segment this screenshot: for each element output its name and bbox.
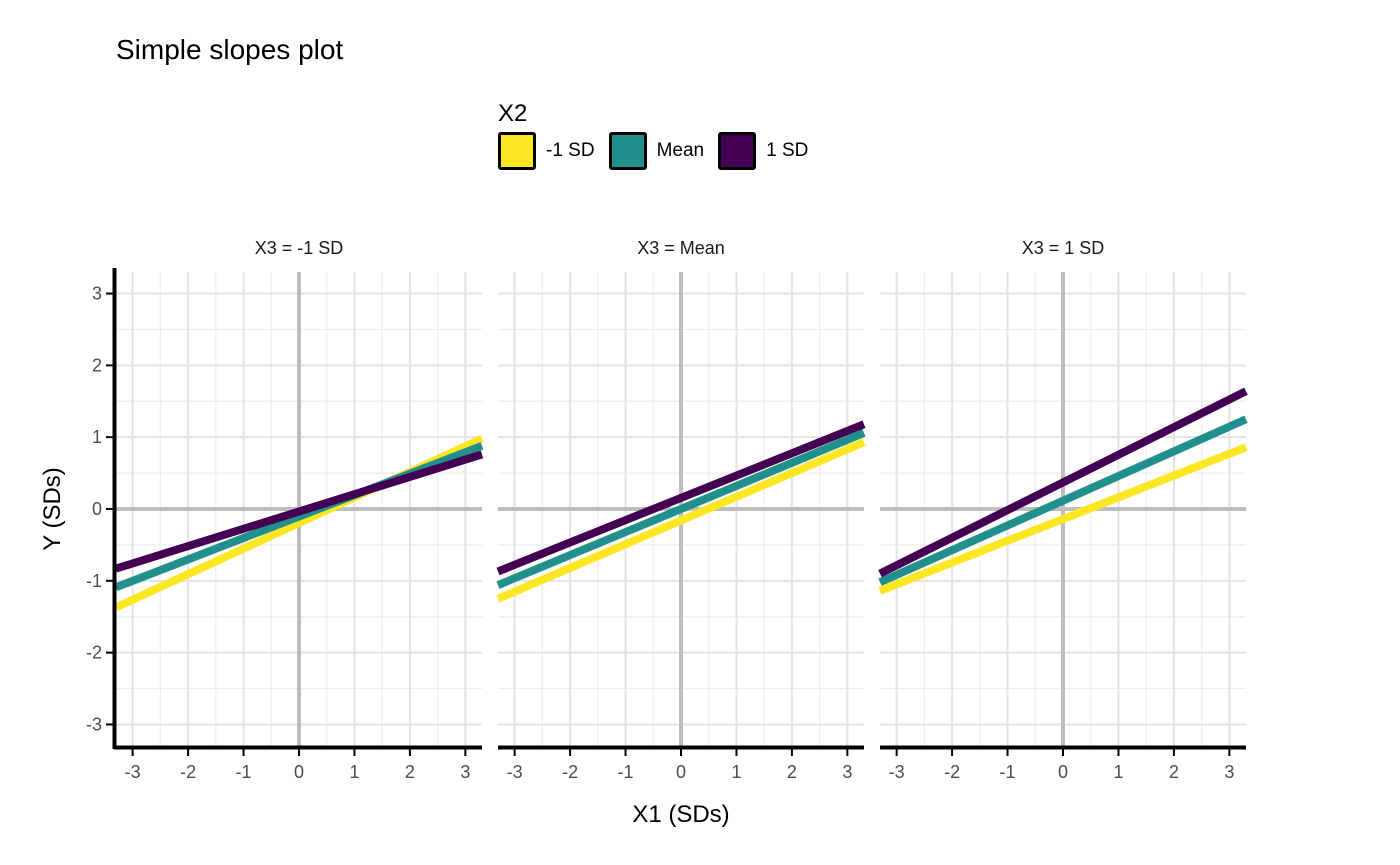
legend-title: X2 (498, 100, 528, 127)
x-tick-label: 3 (1224, 762, 1234, 782)
panel-strip-label: X3 = 1 SD (1022, 238, 1105, 258)
x-tick-label: 1 (1113, 762, 1123, 782)
x-tick-label: -3 (125, 762, 141, 782)
x-tick-label: 1 (349, 762, 359, 782)
x-tick-label: 2 (405, 762, 415, 782)
legend-label: Mean (656, 140, 705, 161)
y-tick-label: 0 (92, 499, 102, 519)
x-tick-label: 3 (460, 762, 470, 782)
x-axis-title: X1 (SDs) (632, 801, 729, 828)
x-tick-label: -2 (180, 762, 196, 782)
x-tick-label: 2 (787, 762, 797, 782)
legend-key-1-sd (718, 132, 757, 170)
y-tick-label: -1 (86, 571, 102, 591)
y-tick-label: 3 (92, 284, 102, 304)
legend-label: -1 SD (546, 140, 595, 161)
legend-key-minus-1-sd (498, 132, 536, 170)
legend-key-mean (608, 132, 647, 170)
series-line-1-sd (114, 450, 484, 573)
series-line-mean (878, 415, 1248, 586)
y-tick-label: -2 (86, 643, 102, 663)
x-tick-label: 0 (294, 762, 304, 782)
y-tick-label: -3 (86, 714, 102, 734)
x-tick-label: 0 (1058, 762, 1068, 782)
y-tick-label: 1 (92, 427, 102, 447)
series-line-1-sd (878, 387, 1248, 578)
series-line-mean (496, 429, 866, 589)
legend: X2 -1 SD Mean 1 SD (498, 100, 822, 170)
x-tick-label: 3 (842, 762, 852, 782)
x-tick-label: -3 (889, 762, 905, 782)
x-tick-label: 0 (676, 762, 686, 782)
x-tick-label: -1 (618, 762, 634, 782)
legend-item-mean: Mean (608, 132, 705, 170)
series-line-1-sd (496, 420, 866, 576)
legend-items: -1 SD Mean 1 SD (498, 132, 822, 170)
panel-strip-label: X3 = -1 SD (255, 238, 344, 258)
chart-title: Simple slopes plot (116, 34, 344, 65)
legend-label: 1 SD (766, 140, 809, 161)
series-line--1-sd (878, 443, 1248, 595)
y-tick-label: 2 (92, 355, 102, 375)
x-tick-label: -2 (944, 762, 960, 782)
x-tick-label: 2 (1169, 762, 1179, 782)
series-line--1-sd (496, 438, 866, 603)
legend-item-minus-1-sd: -1 SD (498, 132, 595, 170)
x-tick-label: 1 (731, 762, 741, 782)
y-axis-title: Y (SDs) (39, 467, 66, 551)
x-tick-label: -3 (507, 762, 523, 782)
x-tick-label: -2 (562, 762, 578, 782)
legend-item-1-sd: 1 SD (718, 132, 808, 170)
x-tick-label: -1 (1000, 762, 1016, 782)
x-tick-label: -1 (236, 762, 252, 782)
panel-strip-label: X3 = Mean (637, 238, 725, 258)
